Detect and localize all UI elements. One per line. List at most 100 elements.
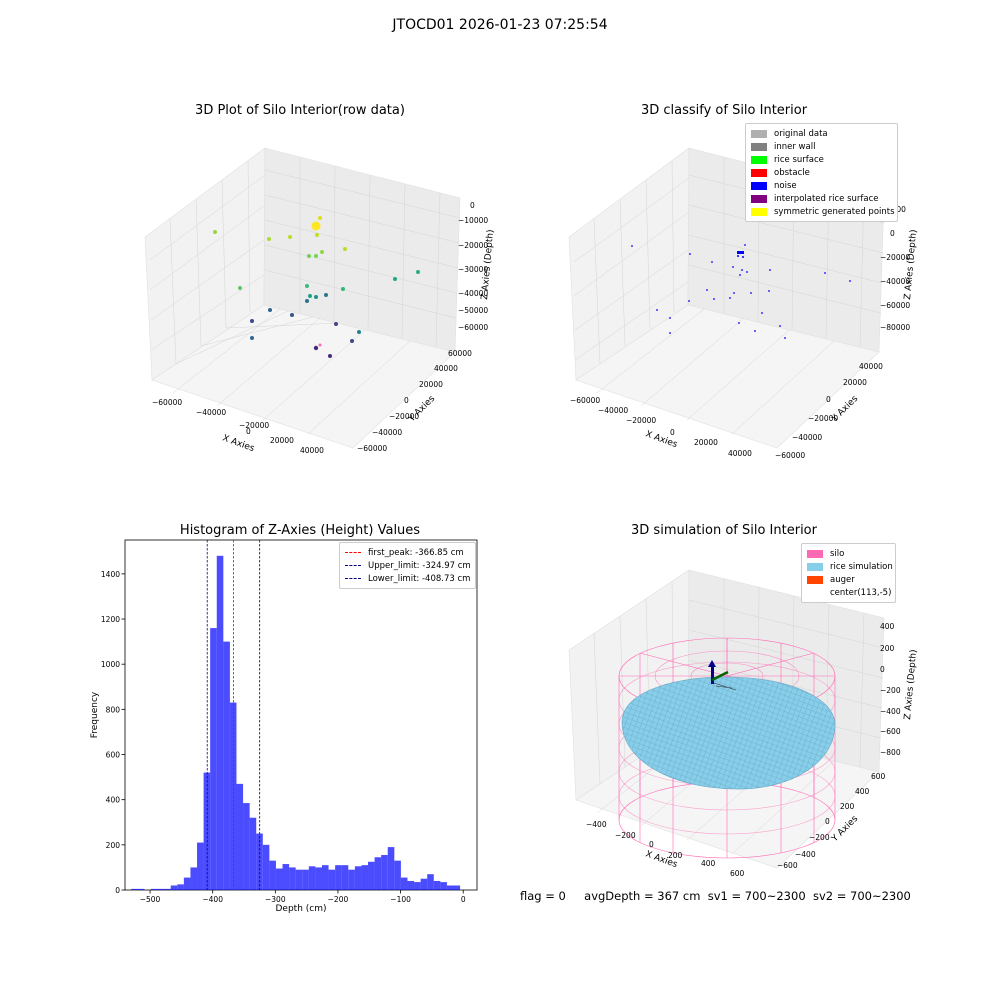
- noise-point: [689, 253, 691, 255]
- svg-text:−600: −600: [880, 727, 901, 736]
- histogram-bar: [315, 867, 322, 890]
- raw-point: [250, 336, 254, 340]
- legend-swatch: [751, 168, 767, 177]
- raw-point: [268, 308, 272, 312]
- svg-text:0: 0: [825, 817, 830, 826]
- histogram-bar: [197, 842, 204, 890]
- svg-text:−60000: −60000: [152, 398, 182, 407]
- raw-scatter-points: [213, 216, 420, 358]
- svg-text:40000: 40000: [300, 446, 324, 455]
- status-line: flag = 0 avgDepth = 367 cm sv1 = 700~230…: [520, 889, 911, 903]
- histogram-bar: [414, 882, 421, 890]
- noise-point: [732, 266, 734, 268]
- raw-x-ticks: −60000 −40000 −20000 0 20000 40000: [152, 398, 324, 455]
- svg-text:−20000: −20000: [458, 241, 488, 250]
- histogram-title: Histogram of Z-Axies (Height) Values: [179, 523, 421, 538]
- histogram-bar: [400, 877, 408, 890]
- histogram-bar: [216, 555, 224, 890]
- svg-text:−40000: −40000: [598, 406, 628, 415]
- raw-point: [288, 235, 292, 239]
- svg-text:−20000: −20000: [389, 412, 419, 421]
- histogram-y-tick-label: 400: [106, 796, 121, 805]
- simulation-y-ticks: −600 −400 −200 0 200 400 600: [777, 772, 886, 870]
- svg-text:−20000: −20000: [626, 416, 656, 425]
- histogram-x-label: Depth (cm): [275, 904, 326, 914]
- svg-text:20000: 20000: [843, 378, 867, 387]
- noise-point: [824, 272, 826, 274]
- simulation-x-ticks: −400 −200 0 200 400 600: [586, 820, 745, 878]
- raw-point: [393, 277, 397, 281]
- svg-text:−40000: −40000: [458, 289, 488, 298]
- legend-item: auger: [807, 573, 890, 586]
- svg-text:−40000: −40000: [792, 433, 822, 442]
- raw-point: [250, 319, 254, 323]
- svg-text:0: 0: [470, 201, 475, 210]
- raw-point: [305, 284, 309, 288]
- noise-point: [733, 292, 735, 294]
- simulation-y-label: Y Axies: [829, 814, 860, 845]
- legend-line: [345, 578, 361, 579]
- svg-text:600: 600: [871, 772, 886, 781]
- histogram-bar: [157, 888, 165, 890]
- histogram-bar: [321, 865, 329, 890]
- noise-point: [742, 256, 744, 258]
- noise-point: [631, 245, 633, 247]
- histogram-bar: [262, 844, 270, 890]
- histogram-bar: [164, 888, 171, 890]
- legend-item: obstacle: [751, 166, 892, 179]
- raw-point: [307, 254, 311, 258]
- legend-item: original data: [751, 127, 892, 140]
- raw-point: [350, 339, 354, 343]
- raw-point: [314, 254, 318, 258]
- svg-text:−10000: −10000: [458, 216, 488, 225]
- histogram-bar: [131, 888, 138, 890]
- svg-text:0: 0: [670, 428, 675, 437]
- raw-point: [311, 221, 321, 231]
- simulation-3d-axes: −400 −200 0 200 400 600 X Axies −600 −40…: [568, 569, 919, 878]
- raw-point: [318, 216, 322, 220]
- classify-legend: original data inner wall rice surface ob…: [745, 123, 898, 222]
- histogram-y-tick-label: 200: [106, 841, 121, 850]
- noise-point: [688, 300, 690, 302]
- histogram-bar: [243, 803, 250, 890]
- legend-swatch: [807, 589, 823, 597]
- histogram-y-label: Frequency: [90, 691, 100, 738]
- rice-surface: [621, 676, 836, 790]
- svg-text:0: 0: [649, 840, 654, 849]
- histogram-bar: [282, 864, 290, 890]
- histogram-bar: [361, 865, 369, 890]
- legend-item: noise: [751, 179, 892, 192]
- legend-swatch: [807, 562, 823, 571]
- svg-text:200: 200: [880, 644, 895, 653]
- noise-point: [779, 325, 781, 327]
- noise-point: [769, 269, 771, 271]
- histogram-x-tick-label: −100: [390, 895, 411, 904]
- histogram-bar: [150, 888, 158, 890]
- svg-text:0: 0: [246, 427, 251, 436]
- raw-y-label: Y Axies: [406, 394, 437, 425]
- raw-point: [320, 250, 324, 254]
- histogram-bar: [249, 817, 257, 890]
- svg-text:600: 600: [730, 869, 745, 878]
- histogram-bar: [446, 885, 454, 890]
- classify-3d-axes: −60000 −40000 −20000 0 20000 40000 X Axi…: [568, 147, 919, 460]
- classify-plot-title: 3D classify of Silo Interior: [640, 103, 808, 118]
- legend-item: inner wall: [751, 140, 892, 153]
- sv2-text: sv2 = 700~2300: [812, 889, 911, 903]
- simulation-z-label: Z Axies (Depth): [903, 649, 919, 720]
- histogram-bar: [348, 869, 355, 890]
- noise-point: [737, 255, 739, 257]
- svg-text:−200: −200: [880, 686, 901, 695]
- raw-point: [213, 230, 217, 234]
- svg-text:0: 0: [880, 665, 885, 674]
- histogram-bar: [183, 877, 191, 890]
- raw-point: [341, 287, 345, 291]
- legend-item: interpolated rice surface: [751, 192, 892, 205]
- histogram-x-tick-label: −300: [265, 895, 286, 904]
- histogram-y-tick-label: 0: [115, 886, 120, 895]
- noise-point: [746, 271, 748, 273]
- svg-text:−40000: −40000: [372, 428, 402, 437]
- flag-text: flag = 0: [520, 889, 566, 903]
- raw-point: [318, 343, 322, 347]
- raw-z-label: Z Axies (Depth): [480, 229, 496, 300]
